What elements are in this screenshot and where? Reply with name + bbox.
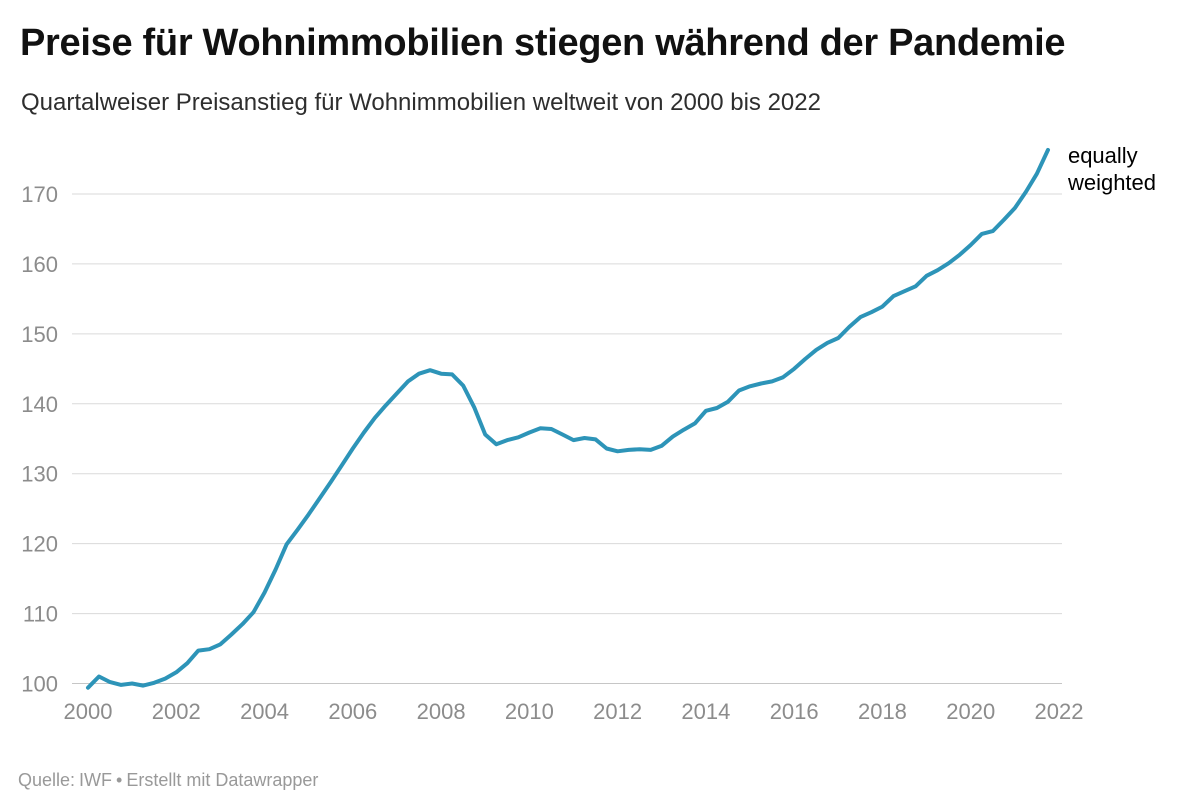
x-tick-label: 2000 (64, 699, 113, 724)
x-tick-label: 2012 (593, 699, 642, 724)
chart-subtitle: Quartalweiser Preisanstieg für Wohnimmob… (21, 89, 821, 116)
source-name: IWF (79, 770, 113, 790)
separator-dot: • (116, 770, 123, 790)
series-label-equally-weighted: equally weighted (1067, 142, 1157, 195)
x-tick-label: 2022 (1035, 699, 1084, 724)
y-tick-label: 170 (21, 182, 58, 207)
y-tick-label: 130 (21, 462, 58, 487)
y-tick-label: 100 (21, 672, 58, 697)
y-tick-label: 160 (21, 252, 58, 277)
credit-text: Erstellt mit Datawrapper (126, 770, 319, 790)
x-tick-label: 2006 (328, 699, 377, 724)
y-tick-label: 110 (23, 602, 58, 627)
x-tick-label: 2020 (946, 699, 995, 724)
y-tick-label: 150 (21, 322, 58, 347)
price-line (86, 147, 1050, 690)
chart-title: Preise für Wohnimmobilien stiegen währen… (20, 22, 1066, 64)
x-tick-label: 2018 (858, 699, 907, 724)
x-tick-label: 2008 (417, 699, 466, 724)
x-tick-label: 2010 (505, 699, 554, 724)
x-tick-label: 2002 (152, 699, 201, 724)
chart-footer: Quelle: IWF • Erstellt mit Datawrapper (18, 769, 322, 791)
x-tick-label: 2016 (770, 699, 819, 724)
x-tick-label: 2014 (681, 699, 730, 724)
source-label: Quelle: (18, 770, 76, 790)
y-tick-label: 120 (21, 532, 58, 557)
x-tick-label: 2004 (240, 699, 289, 724)
y-tick-label: 140 (21, 392, 58, 417)
